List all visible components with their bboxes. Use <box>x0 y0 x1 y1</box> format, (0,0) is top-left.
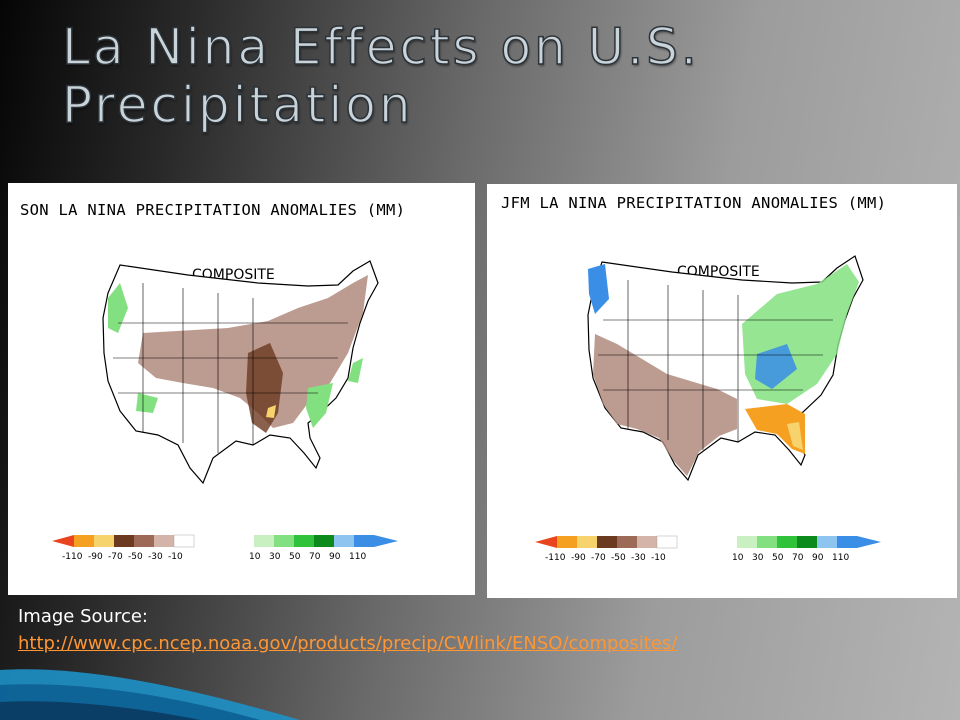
jfm-tick-10: 10 <box>732 553 744 563</box>
son-anomaly-map: SON LA NINA PRECIPITATION ANOMALIES (MM)… <box>8 183 475 595</box>
son-state-borders <box>113 283 348 453</box>
son-tick-m110: -110 <box>62 552 83 562</box>
jfm-tick-m30: -30 <box>631 553 646 563</box>
son-tick-70: 70 <box>309 552 321 562</box>
son-tick-m70: -70 <box>108 552 123 562</box>
image-source-label: Image Source: <box>18 606 148 627</box>
jfm-anomaly-fill <box>588 264 859 476</box>
jfm-legend: -110 -90 -70 -50 -30 -10 10 30 50 70 90 … <box>535 535 881 563</box>
jfm-tick-m90: -90 <box>571 553 586 563</box>
son-legend: -110 -90 -70 -50 -30 -10 10 30 50 70 90 … <box>52 534 398 562</box>
jfm-tick-90: 90 <box>812 553 824 563</box>
jfm-tick-m10: -10 <box>651 553 666 563</box>
jfm-tick-m50: -50 <box>611 553 626 563</box>
son-tick-m90: -90 <box>88 552 103 562</box>
decorative-swoosh <box>0 669 300 720</box>
slide-title: La Nina Effects on U.S. Precipitation <box>61 17 700 135</box>
jfm-state-borders <box>598 280 833 450</box>
son-tick-90: 90 <box>329 552 341 562</box>
son-tick-30: 30 <box>269 552 281 562</box>
son-tick-m50: -50 <box>128 552 143 562</box>
jfm-tick-m110: -110 <box>545 553 566 563</box>
jfm-map-title: JFM LA NINA PRECIPITATION ANOMALIES (MM) <box>501 194 886 212</box>
jfm-tick-50: 50 <box>772 553 784 563</box>
son-map-title: SON LA NINA PRECIPITATION ANOMALIES (MM) <box>20 201 405 219</box>
jfm-tick-30: 30 <box>752 553 764 563</box>
jfm-tick-70: 70 <box>792 553 804 563</box>
jfm-tick-110: 110 <box>832 553 849 563</box>
son-tick-50: 50 <box>289 552 301 562</box>
son-tick-10: 10 <box>249 552 261 562</box>
son-tick-m10: -10 <box>168 552 183 562</box>
son-tick-110: 110 <box>349 552 366 562</box>
image-source-link[interactable]: http://www.cpc.ncep.noaa.gov/products/pr… <box>18 633 678 654</box>
son-tick-m30: -30 <box>148 552 163 562</box>
image-source: Image Source: http://www.cpc.ncep.noaa.g… <box>18 603 677 657</box>
jfm-anomaly-map: JFM LA NINA PRECIPITATION ANOMALIES (MM)… <box>487 184 957 598</box>
jfm-tick-m70: -70 <box>591 553 606 563</box>
